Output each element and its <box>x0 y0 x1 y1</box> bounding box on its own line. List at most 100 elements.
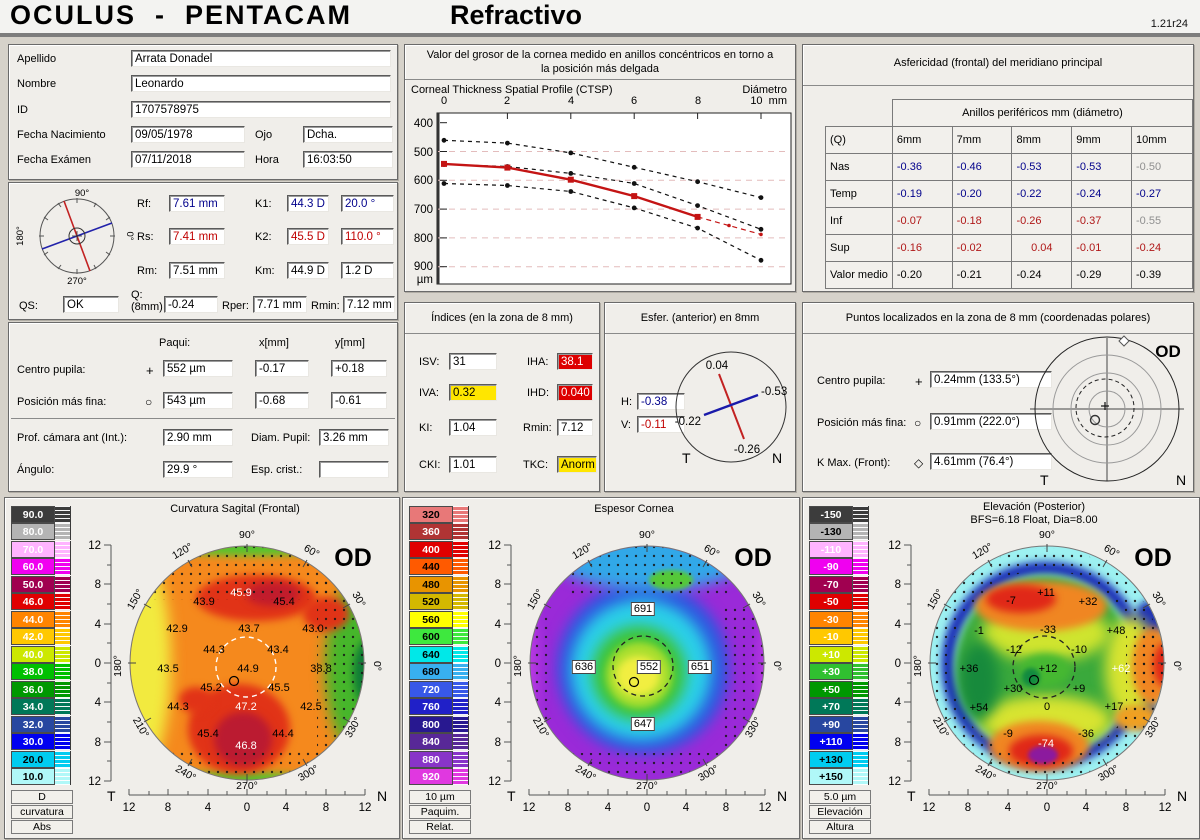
angulo-label: Ángulo: <box>17 464 55 476</box>
k2-field[interactable]: 45.5 D <box>287 228 329 245</box>
isv-field[interactable]: 31 <box>449 353 497 370</box>
scale-swatch: -130 <box>809 523 853 540</box>
scale-stripes <box>853 698 869 715</box>
nombre-field[interactable]: Leonardo <box>131 75 391 92</box>
horizontal-meridian-line <box>703 393 759 417</box>
x-col-label: x[mm] <box>259 337 289 349</box>
angulo-field[interactable]: 29.9 ° <box>163 461 233 478</box>
pupil-outline <box>1075 378 1135 438</box>
nacimiento-field[interactable]: 09/05/1978 <box>131 126 245 143</box>
polar-diagram: OD T N <box>1030 335 1186 488</box>
cki-field[interactable]: 1.01 <box>449 456 497 473</box>
scale-mode[interactable]: Abs <box>11 820 73 834</box>
q-cell: -0.53 <box>1071 153 1133 181</box>
scale-stripes <box>453 576 469 593</box>
hora-field[interactable]: 16:03:50 <box>303 151 393 168</box>
ctsp-ytick: 500 <box>414 147 433 159</box>
x-axis-ticks <box>928 789 1166 795</box>
km-field[interactable]: 44.9 D <box>287 262 329 279</box>
y-tick-label: 12 <box>88 540 101 552</box>
map-value: 44.3 <box>167 701 189 713</box>
examen-field[interactable]: 07/11/2018 <box>131 151 245 168</box>
ojo-field[interactable]: Dcha. <box>303 126 393 143</box>
qs-field[interactable]: OK <box>63 296 119 313</box>
scale-swatch: 680 <box>409 663 453 680</box>
rmin-field[interactable]: 7.12 mm <box>343 296 395 313</box>
id-field[interactable]: 1707578975 <box>131 101 391 118</box>
centro-paqui-field[interactable]: 552 µm <box>163 360 233 377</box>
pupil-panel: Paqui: x[mm] y[mm] Centro pupila: + 552 … <box>8 322 398 492</box>
ctsp-ytick: 400 <box>414 118 433 130</box>
rs-label: Rs: <box>137 231 154 243</box>
scale-stripes <box>55 541 71 558</box>
scale-mode[interactable]: Relat. <box>409 820 471 834</box>
q-field[interactable]: -0.24 <box>164 296 218 313</box>
scale-swatch: 480 <box>409 576 453 593</box>
iha-field[interactable]: 38.1 <box>557 353 593 370</box>
cyl-field[interactable]: 1.2 D <box>341 262 394 279</box>
fina-paqui-field[interactable]: 543 µm <box>163 392 233 409</box>
iha-label: IHA: <box>527 356 549 368</box>
rm-field[interactable]: 7.51 mm <box>169 262 225 279</box>
angle-label: 30° <box>749 590 767 610</box>
col-header: 9mm <box>1071 126 1133 154</box>
rper-field[interactable]: 7.71 mm <box>253 296 307 313</box>
centro-x-field[interactable]: -0.17 <box>255 360 309 377</box>
nasal-label: N <box>377 788 387 804</box>
scale-swatch: 400 <box>409 541 453 558</box>
scale-stripes <box>55 523 71 540</box>
k1-field[interactable]: 44.3 D <box>287 195 329 212</box>
axis1-field[interactable]: 20.0 ° <box>341 195 394 212</box>
nombre-label: Nombre <box>17 78 57 90</box>
ihd-field[interactable]: 0.040 <box>557 384 593 401</box>
rmin-index-field[interactable]: 7.12 <box>557 419 593 436</box>
q-cell: -0.20 <box>951 180 1013 208</box>
thinnest-point-marker-icon <box>1028 674 1040 686</box>
thinnest-point-marker-icon <box>228 675 240 687</box>
fina-x-field[interactable]: -0.68 <box>255 392 309 409</box>
h-field[interactable]: -0.38 <box>637 393 685 410</box>
map-value: 43.9 <box>193 596 215 608</box>
kmax-field[interactable]: 4.61mm (76.4°) <box>930 453 1052 470</box>
puntos-centro-field[interactable]: 0.24mm (133.5°) <box>930 371 1052 388</box>
pupil-outline <box>1012 635 1076 699</box>
rf-field[interactable]: 7.61 mm <box>169 195 225 212</box>
angle-label: 0° <box>371 661 383 671</box>
v-field[interactable]: -0.11 <box>637 416 685 433</box>
scale-mode[interactable]: Altura <box>809 820 871 834</box>
rs-field[interactable]: 7.41 mm <box>169 228 225 245</box>
y-tick-label: 0 <box>895 658 901 670</box>
scale-unit: 5.0 µm <box>809 790 871 804</box>
esfer-diagram: 0.04 -0.53 -0.22 -0.26 T N <box>675 351 787 466</box>
scale-swatch: +50 <box>809 681 853 698</box>
centro-y-field[interactable]: +0.18 <box>331 360 387 377</box>
rf-label: Rf: <box>137 198 152 210</box>
row-label: Valor medio <box>825 261 893 289</box>
fina-y-field[interactable]: -0.61 <box>331 392 387 409</box>
map-value: 45.4 <box>197 728 219 740</box>
y-tick-label: 12 <box>888 540 901 552</box>
axis2-field[interactable]: 110.0 ° <box>341 228 394 245</box>
scale-unit: 10 µm <box>409 790 471 804</box>
x-tick-label: 8 <box>723 802 729 814</box>
esp-crist-field[interactable] <box>319 461 389 478</box>
puntos-fina-field[interactable]: 0.91mm (222.0°) <box>930 413 1052 430</box>
angle-label: 180° <box>912 655 924 677</box>
q-cell: -0.29 <box>1071 261 1133 289</box>
tkc-field[interactable]: Anorm. <box>557 456 597 473</box>
scale-swatch: -30 <box>809 611 853 628</box>
y-tick-label: 0 <box>95 658 101 670</box>
ki-field[interactable]: 1.04 <box>449 419 497 436</box>
scale-swatch: 800 <box>409 716 453 733</box>
diamond-marker-icon: ◇ <box>914 456 924 470</box>
temporal-label: T <box>682 450 691 466</box>
iva-field[interactable]: 0.32 <box>449 384 497 401</box>
diam-pupil-field[interactable]: 3.26 mm <box>319 429 389 446</box>
apellido-field[interactable]: Arrata Donadel <box>131 50 391 67</box>
scale-swatch: 50.0 <box>11 576 55 593</box>
thinnest-point-marker-icon <box>1089 414 1101 426</box>
plus-marker-icon: + <box>146 363 154 378</box>
prof-camara-field[interactable]: 2.90 mm <box>163 429 233 446</box>
circle-marker-icon: ○ <box>914 416 922 430</box>
map-value: 45.5 <box>268 682 290 694</box>
